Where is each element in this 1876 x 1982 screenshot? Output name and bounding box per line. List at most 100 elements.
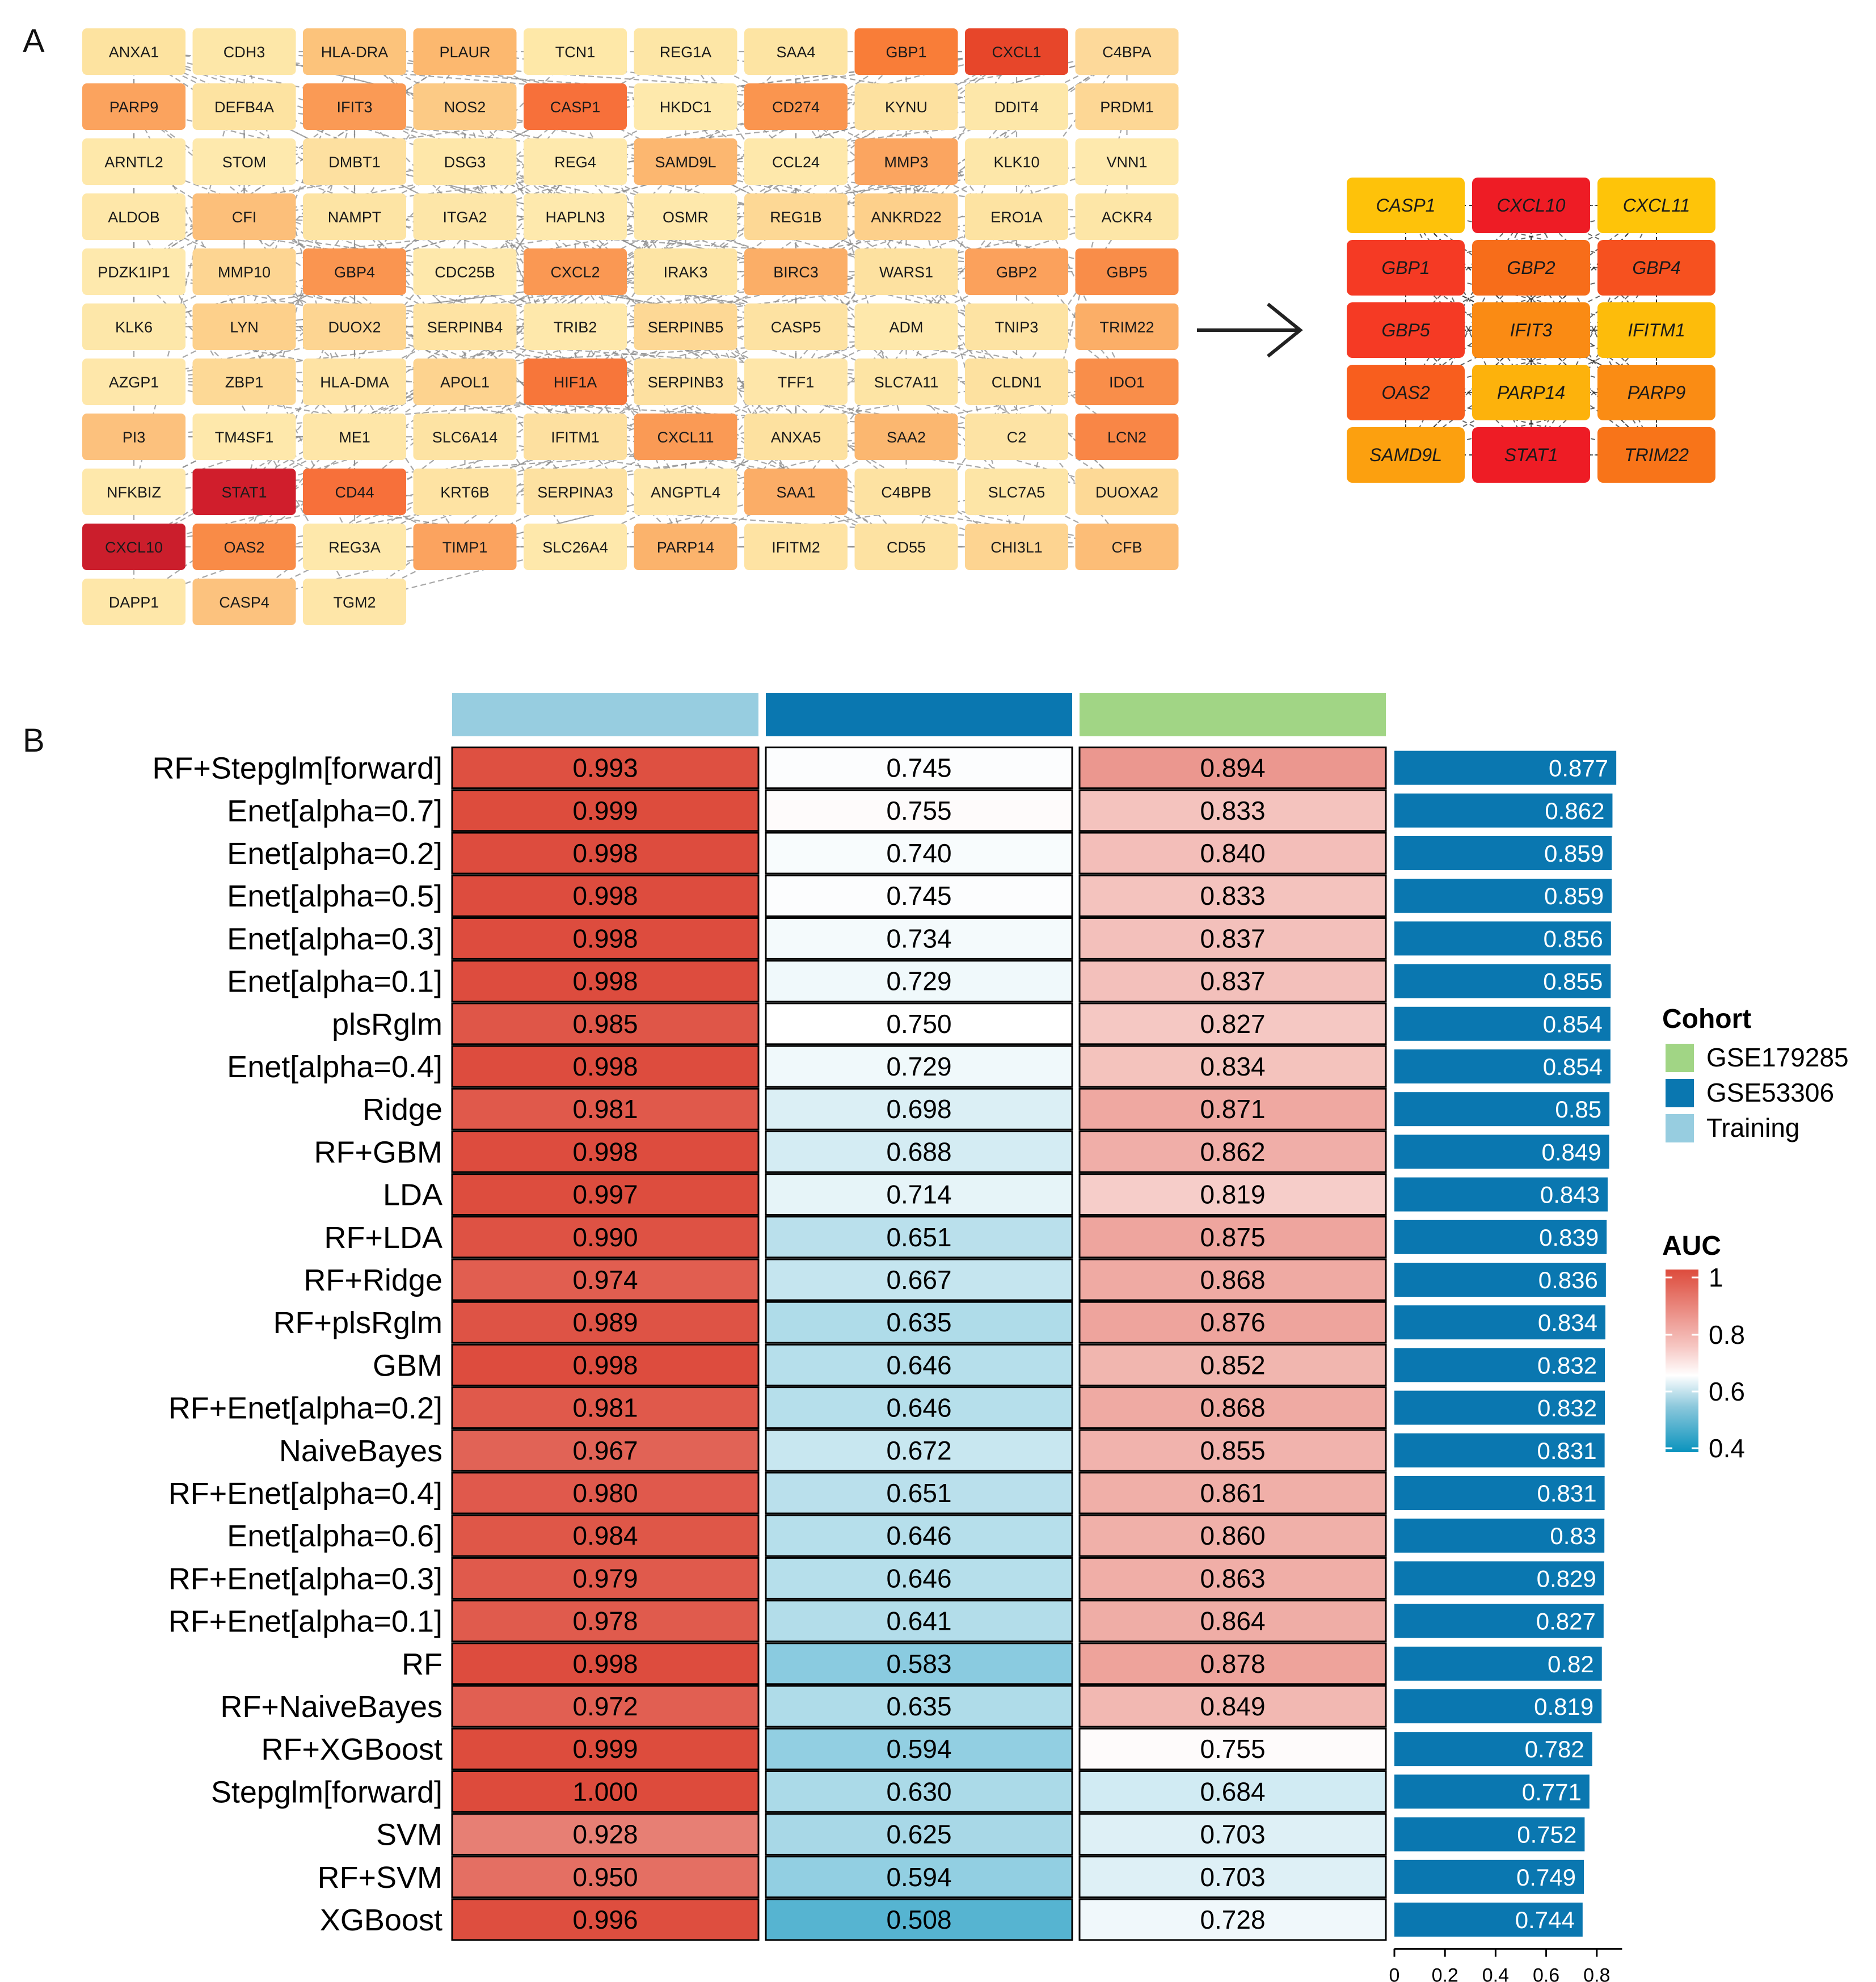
network-node-box [82, 524, 186, 570]
network-node-label: NFKBIZ [107, 484, 161, 501]
mean-auc-label: 0.831 [1537, 1480, 1597, 1507]
network-node: REG4 [524, 138, 627, 185]
mean-auc-label: 0.855 [1543, 968, 1603, 995]
network-node-label: PLAUR [439, 44, 490, 61]
hub-node-label: OAS2 [1381, 382, 1430, 403]
heatmap-cell [451, 874, 760, 917]
heatmap-cell-value: 0.684 [1200, 1777, 1265, 1806]
network-node-label: CASP5 [771, 319, 821, 336]
heatmap-cell-value: 0.998 [572, 967, 638, 996]
network-edge [133, 161, 576, 328]
heatmap-cell-value: 0.849 [1200, 1692, 1265, 1721]
network-node-box [634, 193, 737, 240]
network-node: HLA-DMA [303, 359, 406, 405]
heatmap-cell [1078, 832, 1387, 875]
model-label: Enet[alpha=0.6] [227, 1519, 442, 1553]
model-label: RF+Enet[alpha=0.4] [168, 1477, 442, 1511]
network-node-label: TIMP1 [442, 539, 488, 556]
heatmap-cell-value: 0.508 [886, 1905, 951, 1934]
heatmap-cell [451, 1514, 760, 1557]
heatmap-cell-value: 0.833 [1200, 881, 1265, 910]
heatmap-cell-value: 0.998 [572, 1137, 638, 1166]
network-node-box [854, 138, 958, 185]
network-node: DUOXA2 [1075, 469, 1179, 515]
hub-node: IFIT3 [1472, 302, 1590, 358]
network-node-label: WARS1 [879, 264, 933, 281]
network-node-label: DSG3 [444, 154, 486, 171]
mean-auc-bar [1394, 1220, 1607, 1254]
network-node-box [634, 524, 737, 570]
network-edge [133, 51, 466, 272]
network-node-box [744, 414, 848, 460]
model-label: Enet[alpha=0.7] [227, 794, 442, 828]
network-node-box [634, 303, 737, 350]
network-node-box [192, 359, 296, 405]
hub-node-box [1597, 365, 1715, 420]
network-node-box [192, 303, 296, 350]
network-node: TCN1 [524, 28, 627, 75]
network-node: CLDN1 [965, 359, 1068, 405]
network-node-label: CHI3L1 [990, 539, 1043, 556]
heatmap-cell-value: 0.996 [572, 1905, 638, 1934]
hub-node: PARP9 [1597, 365, 1715, 420]
heatmap-cell [451, 1087, 760, 1131]
network-node-label: TM4SF1 [215, 429, 274, 446]
network-node-label: DMBT1 [328, 154, 381, 171]
hub-node-box [1347, 240, 1465, 296]
heatmap-cell-value: 0.868 [1200, 1265, 1265, 1294]
model-label: RF+plsRglm [273, 1306, 442, 1340]
heatmap-cell [451, 1258, 760, 1301]
heatmap-cell-value: 0.993 [572, 753, 638, 783]
heatmap-cell-value: 0.651 [886, 1478, 951, 1508]
network-edge [354, 216, 686, 547]
network-node-box [1075, 359, 1179, 405]
heatmap-cell-value: 0.981 [572, 1094, 638, 1124]
heatmap-cell [765, 1898, 1073, 1941]
network-node: SERPINB4 [413, 303, 517, 350]
heatmap-cell [1078, 1130, 1387, 1173]
heatmap-cell-value: 0.641 [886, 1606, 951, 1636]
network-node-label: DAPP1 [109, 594, 159, 611]
network-node-box [854, 303, 958, 350]
network-node-label: ERO1A [990, 209, 1043, 226]
network-node: SERPINA3 [524, 469, 627, 515]
network-node-box [413, 248, 517, 295]
mean-auc-label: 0.849 [1542, 1138, 1601, 1165]
heatmap-cell-value: 0.998 [572, 1350, 638, 1380]
auc-tick-label: 0.6 [1709, 1377, 1745, 1406]
heatmap-cell [1078, 747, 1387, 790]
network-node-box [192, 579, 296, 625]
network-node: MMP3 [854, 138, 958, 185]
network-node: TFF1 [744, 359, 848, 405]
network-node-label: SERPINB5 [648, 319, 724, 336]
heatmap-cell [451, 1600, 760, 1643]
heatmap-cell-value: 0.734 [886, 923, 951, 953]
heatmap-cell [1078, 1002, 1387, 1045]
auc-legend: AUC 1 0.8 0.6 0.4 [1662, 1231, 1745, 1463]
heatmap-cell [451, 747, 760, 790]
mean-auc-label: 0.771 [1522, 1778, 1582, 1805]
heatmap-cell [765, 1856, 1073, 1899]
mean-auc-label: 0.836 [1538, 1267, 1598, 1293]
network-node: MMP10 [192, 248, 296, 295]
heatmap-cell [765, 1813, 1073, 1856]
network-node-box [965, 248, 1068, 295]
model-label: RF+Enet[alpha=0.3] [168, 1562, 442, 1596]
network-node: ARNTL2 [82, 138, 186, 185]
cohort-legend-title: Cohort [1662, 1004, 1751, 1034]
model-label: RF+Ridge [303, 1263, 442, 1297]
network-node: APOL1 [413, 359, 517, 405]
hub-edge [1405, 205, 1532, 393]
heatmap-cell-value: 0.998 [572, 1052, 638, 1081]
model-label: Enet[alpha=0.5] [227, 879, 442, 913]
heatmap-cell [1078, 1258, 1387, 1301]
network-node-box [1075, 138, 1179, 185]
network-node-box [965, 469, 1068, 515]
heatmap-cell [765, 1045, 1073, 1088]
hub-node: GBP1 [1347, 240, 1465, 296]
heatmap-cell [451, 1856, 760, 1899]
network-node: SAA1 [744, 469, 848, 515]
network-node-label: SERPINB3 [648, 374, 724, 391]
network-edge [243, 161, 576, 547]
mean-auc-bar [1394, 1604, 1604, 1638]
